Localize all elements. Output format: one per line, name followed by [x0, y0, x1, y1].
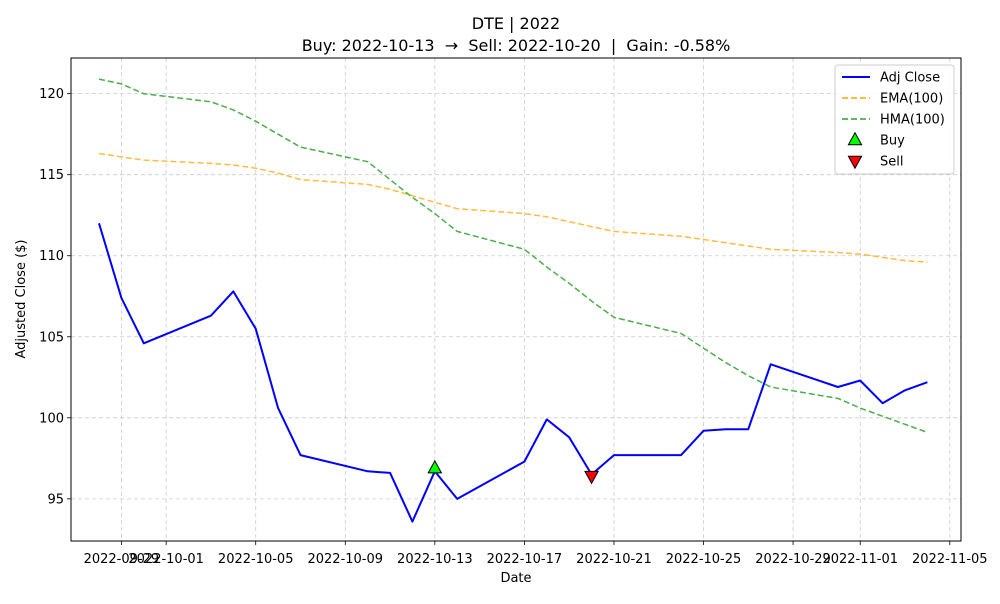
x-tick-label: 2022-10-21 [576, 552, 652, 567]
series-line-adj-close [98, 223, 928, 523]
y-tick-label: 120 [39, 87, 64, 102]
y-tick-label: 95 [47, 492, 64, 507]
legend: Adj Close EMA(100) HMA(100) Buy Sell [834, 64, 955, 175]
x-tick-label: 2022-10-29 [755, 552, 831, 567]
y-axis-ticks: 95 100 105 110 115 120 [39, 87, 71, 507]
x-tick-label: 2022-10-05 [218, 552, 294, 567]
y-tick-label: 115 [39, 168, 64, 183]
x-axis-label: Date [500, 571, 531, 586]
chart-subtitle: Buy: 2022-10-13 → Sell: 2022-10-20 | Gai… [302, 36, 731, 55]
x-tick-label: 2022-10-17 [487, 552, 563, 567]
y-tick-label: 110 [39, 249, 64, 264]
series-line-ema-100 [98, 152, 928, 263]
x-tick-label: 2022-11-01 [822, 552, 898, 567]
legend-swatch-buy [847, 131, 863, 146]
legend-label-adj-close: Adj Close [880, 71, 940, 86]
legend-label-ema-100: EMA(100) [880, 92, 943, 107]
y-axis-label: Adjusted Close ($) [14, 240, 29, 359]
legend-box [834, 64, 955, 175]
series-lines [98, 78, 928, 523]
buy-marker [427, 459, 443, 474]
trade-markers [427, 459, 600, 485]
legend-label-buy: Buy [880, 134, 905, 149]
legend-label-sell: Sell [880, 155, 903, 170]
y-tick-label: 100 [39, 411, 64, 426]
chart-title: DTE | 2022 [472, 14, 560, 33]
plot-frame [70, 57, 962, 542]
x-tick-label: 2022-09-29 [84, 552, 160, 567]
grid-lines [71, 58, 961, 541]
x-tick-label: 2022-10-01 [128, 552, 204, 567]
sell-marker [584, 470, 600, 485]
x-tick-label: 2022-10-09 [307, 552, 383, 567]
legend-label-hma-100: HMA(100) [880, 113, 945, 128]
y-tick-label: 105 [39, 330, 64, 345]
series-line-hma-100 [98, 78, 928, 434]
x-tick-label: 2022-10-13 [397, 552, 473, 567]
legend-swatch-sell [847, 155, 863, 170]
x-tick-label: 2022-10-25 [666, 552, 742, 567]
x-tick-label: 2022-11-05 [912, 552, 988, 567]
